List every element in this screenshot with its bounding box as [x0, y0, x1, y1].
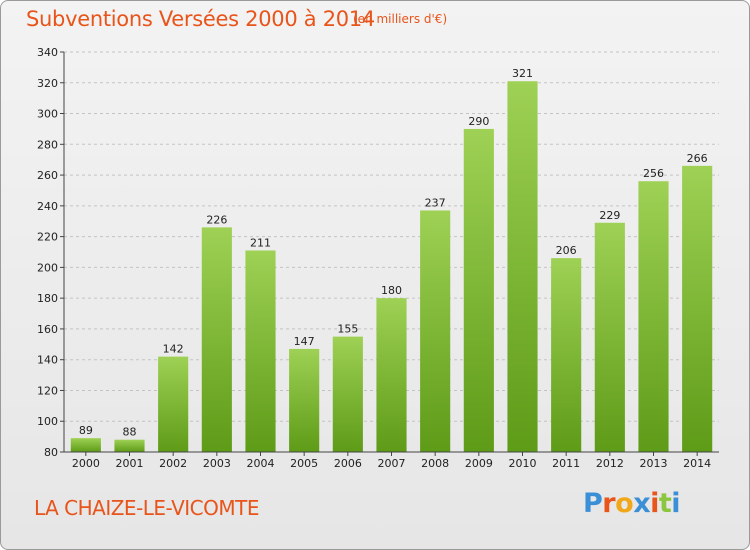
- chart-title: Subventions Versées 2000 à 2014: [26, 7, 375, 31]
- bar-2001: [114, 439, 145, 452]
- y-tick-label: 80: [44, 446, 58, 459]
- value-label-2009: 290: [468, 115, 489, 128]
- y-tick-label: 200: [37, 261, 58, 274]
- y-tick-label: 340: [37, 46, 58, 59]
- value-label-2013: 256: [643, 167, 664, 180]
- x-tick-label: 2004: [247, 457, 275, 470]
- labels: 80 100 120 140 160 180 200 220 240 260 280 300 320 34…: [37, 46, 711, 470]
- bar-2014: [682, 165, 713, 452]
- x-tick-label: 2012: [596, 457, 624, 470]
- city-name: LA CHAIZE-LE-VICOMTE: [34, 496, 260, 520]
- value-label-2002: 142: [163, 343, 184, 356]
- y-tick-label: 280: [37, 138, 58, 151]
- y-tick-label: 220: [37, 231, 58, 244]
- value-label-2014: 266: [687, 152, 708, 165]
- logo-letter: x: [633, 488, 651, 519]
- bar-2010: [507, 81, 538, 452]
- bar-2013: [638, 181, 669, 452]
- x-tick-label: 2000: [72, 457, 100, 470]
- value-label-2008: 237: [425, 196, 446, 209]
- bars: [70, 81, 713, 452]
- y-tick-label: 160: [37, 323, 58, 336]
- bar-2011: [551, 258, 582, 452]
- x-tick-label: 2002: [159, 457, 187, 470]
- logo-letter: r: [602, 488, 616, 519]
- y-tick-label: 240: [37, 200, 58, 213]
- value-label-2010: 321: [512, 67, 533, 80]
- proxiti-logo[interactable]: Proxiti: [583, 488, 681, 519]
- value-label-2001: 88: [123, 426, 137, 439]
- bar-2000: [70, 438, 101, 452]
- bar-2004: [245, 250, 276, 452]
- bar-2009: [463, 128, 494, 452]
- logo-letter: P: [583, 488, 603, 519]
- logo-letter: i: [650, 488, 659, 519]
- y-tick-label: 140: [37, 354, 58, 367]
- x-tick-label: 2001: [116, 457, 144, 470]
- bar-2007: [376, 298, 407, 452]
- x-tick-label: 2003: [203, 457, 231, 470]
- x-tick-label: 2006: [334, 457, 362, 470]
- y-tick-label: 260: [37, 169, 58, 182]
- x-tick-label: 2007: [378, 457, 406, 470]
- x-tick-label: 2005: [290, 457, 318, 470]
- x-tick-label: 2009: [465, 457, 493, 470]
- bar-2012: [594, 222, 625, 452]
- y-tick-label: 120: [37, 384, 58, 397]
- logo-letter: o: [615, 488, 634, 519]
- bar-2006: [332, 336, 363, 452]
- bar-2003: [201, 227, 232, 452]
- value-label-2003: 226: [206, 213, 227, 226]
- y-tick-label: 300: [37, 108, 58, 121]
- chart-subtitle: (en milliers d'€): [353, 12, 448, 26]
- x-tick-label: 2008: [421, 457, 449, 470]
- x-tick-label: 2011: [552, 457, 580, 470]
- x-tick-label: 2010: [509, 457, 537, 470]
- value-label-2012: 229: [599, 209, 620, 222]
- x-tick-label: 2013: [640, 457, 668, 470]
- logo-letter: i: [671, 488, 681, 519]
- value-label-2005: 147: [294, 335, 315, 348]
- bar-2005: [289, 348, 320, 452]
- value-label-2006: 155: [337, 323, 358, 336]
- value-label-2007: 180: [381, 284, 402, 297]
- y-tick-label: 320: [37, 77, 58, 90]
- y-tick-label: 100: [37, 415, 58, 428]
- value-label-2004: 211: [250, 236, 271, 249]
- bar-2002: [158, 356, 189, 452]
- logo-letter: t: [658, 488, 672, 519]
- axes: [60, 51, 719, 456]
- value-label-2011: 206: [556, 244, 577, 257]
- value-label-2000: 89: [79, 424, 93, 437]
- bar-2008: [420, 210, 451, 452]
- x-tick-label: 2014: [683, 457, 711, 470]
- y-tick-label: 180: [37, 292, 58, 305]
